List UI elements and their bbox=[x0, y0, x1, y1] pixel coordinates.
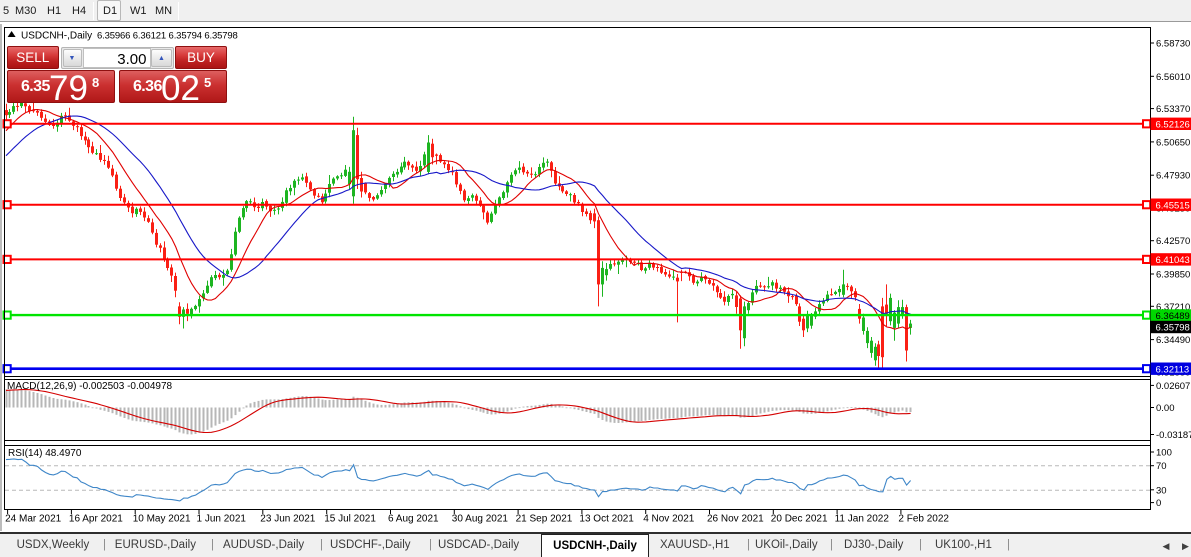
svg-text:100: 100 bbox=[1156, 448, 1172, 459]
svg-text:21 Sep 2021: 21 Sep 2021 bbox=[516, 514, 573, 525]
svg-text:6.39850: 6.39850 bbox=[1156, 270, 1190, 281]
svg-text:30: 30 bbox=[1156, 485, 1167, 496]
svg-text:RSI(14) 48.4970: RSI(14) 48.4970 bbox=[8, 448, 82, 459]
svg-text:6.58730: 6.58730 bbox=[1156, 39, 1190, 50]
svg-text:11 Jan 2022: 11 Jan 2022 bbox=[835, 514, 890, 525]
svg-text:6.42570: 6.42570 bbox=[1156, 236, 1190, 247]
svg-text:16 Apr 2021: 16 Apr 2021 bbox=[69, 514, 123, 525]
svg-text:6.34490: 6.34490 bbox=[1156, 335, 1190, 346]
svg-text:26 Nov 2021: 26 Nov 2021 bbox=[707, 514, 764, 525]
svg-text:4 Nov 2021: 4 Nov 2021 bbox=[643, 514, 695, 525]
svg-text:6.53370: 6.53370 bbox=[1156, 104, 1190, 115]
svg-text:15 Jul 2021: 15 Jul 2021 bbox=[324, 514, 376, 525]
svg-text:6.45515: 6.45515 bbox=[1156, 200, 1190, 211]
svg-text:20 Dec 2021: 20 Dec 2021 bbox=[771, 514, 828, 525]
svg-text:6.41043: 6.41043 bbox=[1156, 255, 1190, 266]
svg-text:USDCNH-,Daily: USDCNH-,Daily bbox=[21, 31, 92, 42]
svg-text:6.35966 6.36121 6.35794 6.3579: 6.35966 6.36121 6.35794 6.35798 bbox=[97, 31, 238, 42]
svg-text:23 Jun 2021: 23 Jun 2021 bbox=[260, 514, 315, 525]
svg-text:10 May 2021: 10 May 2021 bbox=[133, 514, 191, 525]
svg-text:0.00: 0.00 bbox=[1156, 403, 1175, 414]
svg-text:6.35798: 6.35798 bbox=[1156, 323, 1190, 334]
svg-text:6.36489: 6.36489 bbox=[1156, 311, 1190, 322]
svg-text:1 Jun 2021: 1 Jun 2021 bbox=[197, 514, 247, 525]
svg-text:30 Aug 2021: 30 Aug 2021 bbox=[452, 514, 509, 525]
svg-text:6.56010: 6.56010 bbox=[1156, 72, 1190, 83]
svg-text:MACD(12,26,9) -0.002503 -0.004: MACD(12,26,9) -0.002503 -0.004978 bbox=[7, 381, 173, 392]
svg-text:6.32113: 6.32113 bbox=[1156, 364, 1190, 375]
svg-text:24 Mar 2021: 24 Mar 2021 bbox=[5, 514, 62, 525]
svg-text:0: 0 bbox=[1156, 498, 1161, 509]
svg-text:6.52126: 6.52126 bbox=[1156, 119, 1190, 130]
svg-text:6.47930: 6.47930 bbox=[1156, 171, 1190, 182]
svg-text:6.50650: 6.50650 bbox=[1156, 137, 1190, 148]
svg-text:13 Oct 2021: 13 Oct 2021 bbox=[579, 514, 634, 525]
svg-text:0.02607: 0.02607 bbox=[1156, 381, 1190, 392]
svg-text:-0.03187: -0.03187 bbox=[1156, 430, 1191, 441]
svg-text:6.37210: 6.37210 bbox=[1156, 302, 1190, 313]
svg-text:70: 70 bbox=[1156, 461, 1167, 472]
svg-text:6 Aug 2021: 6 Aug 2021 bbox=[388, 514, 439, 525]
svg-text:2 Feb 2022: 2 Feb 2022 bbox=[898, 514, 949, 525]
